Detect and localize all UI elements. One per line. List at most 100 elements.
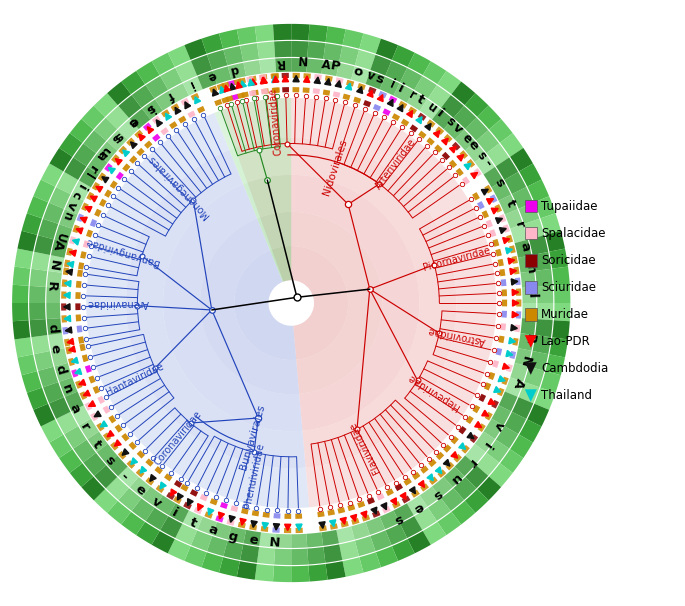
Text: s: s <box>111 128 125 143</box>
Polygon shape <box>397 105 403 112</box>
Text: e: e <box>206 68 218 83</box>
Wedge shape <box>540 213 561 235</box>
Wedge shape <box>84 130 106 153</box>
Polygon shape <box>219 512 225 519</box>
Polygon shape <box>185 102 190 108</box>
Wedge shape <box>201 33 223 54</box>
Wedge shape <box>178 116 186 124</box>
Wedge shape <box>241 92 249 98</box>
Polygon shape <box>131 458 138 464</box>
Text: i: i <box>74 181 88 191</box>
Wedge shape <box>408 531 431 553</box>
Wedge shape <box>386 524 407 545</box>
Text: U: U <box>52 231 67 244</box>
Wedge shape <box>303 87 310 93</box>
Wedge shape <box>351 518 360 525</box>
Wedge shape <box>210 498 218 505</box>
Wedge shape <box>436 451 444 460</box>
Wedge shape <box>465 444 486 465</box>
Wedge shape <box>107 130 127 150</box>
Wedge shape <box>342 29 364 48</box>
Wedge shape <box>14 338 33 358</box>
Wedge shape <box>295 513 302 519</box>
Wedge shape <box>515 278 521 285</box>
Wedge shape <box>22 213 42 235</box>
Wedge shape <box>97 141 117 162</box>
Wedge shape <box>379 510 399 529</box>
Wedge shape <box>29 303 46 320</box>
Wedge shape <box>535 319 553 337</box>
Wedge shape <box>223 46 243 65</box>
Bar <box>525 254 537 267</box>
Text: A: A <box>321 58 332 72</box>
Polygon shape <box>96 186 103 192</box>
Polygon shape <box>377 95 383 102</box>
Wedge shape <box>32 335 50 354</box>
Wedge shape <box>169 504 189 523</box>
Wedge shape <box>475 154 495 175</box>
Wedge shape <box>221 98 497 507</box>
Wedge shape <box>82 476 105 501</box>
Wedge shape <box>486 440 509 462</box>
Wedge shape <box>371 530 392 551</box>
Wedge shape <box>414 508 437 530</box>
Polygon shape <box>495 218 503 224</box>
Wedge shape <box>436 127 445 135</box>
Wedge shape <box>88 376 96 384</box>
Wedge shape <box>449 159 457 168</box>
Wedge shape <box>43 203 64 224</box>
Wedge shape <box>129 477 151 498</box>
Wedge shape <box>432 108 453 129</box>
Polygon shape <box>140 467 147 473</box>
Wedge shape <box>485 411 493 421</box>
Wedge shape <box>516 299 521 307</box>
Wedge shape <box>51 239 68 258</box>
Text: e: e <box>48 343 62 355</box>
Text: Phenuiviridae: Phenuiviridae <box>242 442 266 510</box>
Wedge shape <box>106 106 129 129</box>
Wedge shape <box>255 24 274 42</box>
Wedge shape <box>249 76 257 82</box>
Wedge shape <box>473 405 480 413</box>
Wedge shape <box>173 496 182 504</box>
Wedge shape <box>458 426 466 435</box>
Polygon shape <box>457 155 464 161</box>
Polygon shape <box>175 107 181 115</box>
Wedge shape <box>169 83 189 102</box>
Wedge shape <box>106 477 129 500</box>
Wedge shape <box>168 539 190 561</box>
Polygon shape <box>512 289 519 296</box>
Wedge shape <box>502 299 507 307</box>
Wedge shape <box>366 71 385 89</box>
Wedge shape <box>129 155 138 164</box>
Polygon shape <box>303 76 310 82</box>
Wedge shape <box>499 214 506 222</box>
Polygon shape <box>419 481 425 487</box>
Wedge shape <box>400 68 422 90</box>
Wedge shape <box>360 33 381 54</box>
Polygon shape <box>88 401 95 406</box>
Wedge shape <box>338 507 345 514</box>
Wedge shape <box>351 522 370 539</box>
Wedge shape <box>209 85 218 93</box>
Text: Coronaviridae: Coronaviridae <box>267 87 284 156</box>
Wedge shape <box>400 516 422 538</box>
Wedge shape <box>94 208 101 217</box>
Text: a: a <box>206 523 219 538</box>
Polygon shape <box>442 138 448 145</box>
Wedge shape <box>174 480 182 488</box>
Polygon shape <box>198 504 203 511</box>
Wedge shape <box>438 470 446 478</box>
Text: s: s <box>142 101 157 116</box>
Polygon shape <box>434 131 440 138</box>
Wedge shape <box>75 292 81 299</box>
Wedge shape <box>80 251 86 259</box>
Polygon shape <box>325 79 331 85</box>
Wedge shape <box>410 124 418 133</box>
Polygon shape <box>345 83 351 90</box>
Wedge shape <box>184 39 207 60</box>
Polygon shape <box>262 522 269 529</box>
Wedge shape <box>79 167 99 187</box>
Wedge shape <box>107 82 131 105</box>
Wedge shape <box>552 267 570 286</box>
